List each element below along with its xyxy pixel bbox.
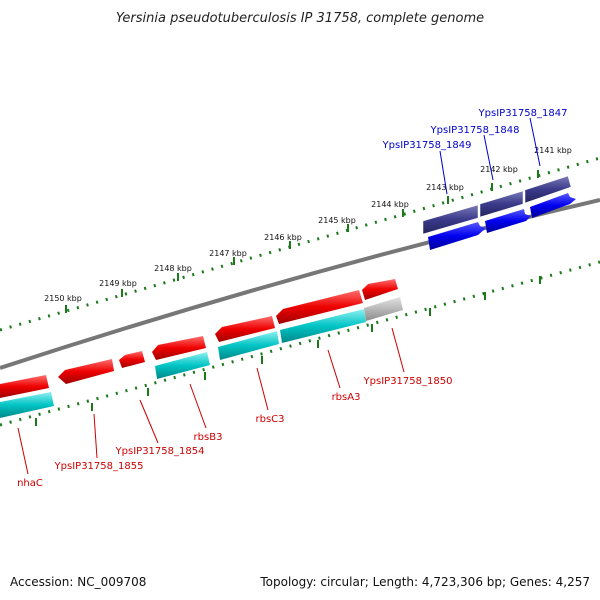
kbp-label-2145: 2145 kbp bbox=[318, 216, 356, 225]
leader-1850 bbox=[391, 327, 405, 373]
accession-text: Accession: NC_009708 bbox=[10, 575, 146, 589]
gene-label-1848: YpsIP31758_1848 bbox=[430, 125, 520, 136]
cds-teal-rbsC3a[interactable] bbox=[218, 331, 279, 360]
cds-blue-1848[interactable] bbox=[485, 209, 531, 233]
cds-red-rbsC3[interactable] bbox=[215, 316, 275, 342]
gene-label-rbsC3: rbsC3 bbox=[255, 414, 284, 425]
leader-rbsA3 bbox=[327, 349, 341, 389]
leader-rbsB3 bbox=[189, 383, 207, 429]
kbp-label-2150: 2150 kbp bbox=[44, 294, 82, 303]
cds-teal-nhaC[interactable] bbox=[0, 392, 54, 418]
kbp-label-2148: 2148 kbp bbox=[154, 264, 192, 273]
kbp-label-2141: 2141 kbp bbox=[534, 146, 572, 155]
leader-1855 bbox=[93, 413, 98, 459]
gene-label-1854: YpsIP31758_1854 bbox=[115, 446, 205, 457]
cds-dark-1848[interactable] bbox=[479, 190, 524, 218]
reverse-features bbox=[0, 279, 398, 398]
teal-features bbox=[0, 297, 403, 418]
kbp-label-2147: 2147 kbp bbox=[209, 249, 247, 258]
leader-1847 bbox=[529, 117, 541, 167]
leader-1854 bbox=[139, 399, 159, 444]
cds-red-1855[interactable] bbox=[58, 359, 114, 384]
kbp-label-2143: 2143 kbp bbox=[426, 183, 464, 192]
gene-label-rbsB3: rbsB3 bbox=[194, 432, 223, 443]
upper-ruler bbox=[0, 156, 600, 332]
map-title: Yersinia pseudotuberculosis IP 31758, co… bbox=[116, 11, 484, 26]
forward-features bbox=[422, 175, 576, 250]
gene-label-nhaC: nhaC bbox=[17, 478, 43, 489]
kbp-label-2142: 2142 kbp bbox=[480, 165, 518, 174]
upper-major-ticks bbox=[65, 170, 539, 313]
kbp-label-2146: 2146 kbp bbox=[264, 233, 302, 242]
cds-red-1854[interactable] bbox=[119, 351, 145, 368]
leader-1848 bbox=[483, 134, 494, 181]
cds-red-rbsA3[interactable] bbox=[276, 290, 363, 324]
cds-dark-1849[interactable] bbox=[422, 204, 479, 235]
gene-label-1847: YpsIP31758_1847 bbox=[478, 108, 568, 119]
cds-dark-1847[interactable] bbox=[524, 175, 572, 204]
cds-red-nhaC[interactable] bbox=[0, 375, 49, 398]
lower-major-ticks bbox=[35, 276, 541, 426]
feature-grey-1850[interactable] bbox=[364, 297, 403, 321]
summary-text: Topology: circular; Length: 4,723,306 bp… bbox=[259, 575, 590, 589]
cds-red-1850[interactable] bbox=[362, 279, 398, 300]
cds-teal-rbsC3b[interactable] bbox=[280, 309, 366, 343]
gene-label-rbsA3: rbsA3 bbox=[332, 392, 361, 403]
gene-label-1850: YpsIP31758_1850 bbox=[363, 376, 453, 387]
gene-label-1849: YpsIP31758_1849 bbox=[382, 140, 472, 151]
cds-teal-rbsB3[interactable] bbox=[155, 352, 210, 379]
kbp-label-2149: 2149 kbp bbox=[99, 279, 137, 288]
cds-blue-1849[interactable] bbox=[428, 222, 486, 250]
cds-blue-1847[interactable] bbox=[530, 193, 576, 218]
cds-red-rbsB3[interactable] bbox=[152, 336, 206, 360]
kbp-label-2144: 2144 kbp bbox=[371, 200, 409, 209]
leader-1849 bbox=[439, 150, 448, 195]
gene-label-1855: YpsIP31758_1855 bbox=[54, 461, 144, 472]
lower-ruler bbox=[0, 260, 600, 427]
leader-rbsC3 bbox=[256, 367, 269, 411]
leader-nhaC bbox=[17, 427, 29, 475]
